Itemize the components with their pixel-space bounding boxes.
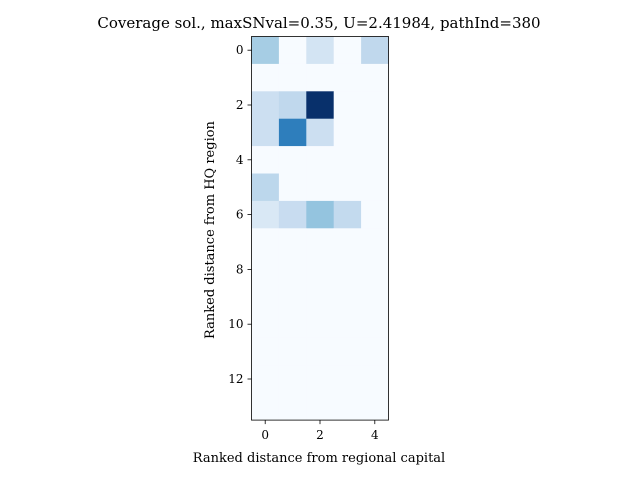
x-axis-label: Ranked distance from regional capital	[193, 451, 445, 466]
y-tick-label: 12	[228, 372, 243, 386]
heatmap-cell	[306, 392, 334, 421]
heatmap-cell	[333, 146, 362, 174]
x-tick-label: 2	[316, 428, 324, 442]
heatmap-cell	[251, 200, 280, 229]
heatmap-cell	[251, 63, 280, 92]
heatmap-cell	[306, 146, 334, 174]
heatmap-cell	[251, 283, 280, 311]
heatmap-cell	[306, 365, 334, 393]
heatmap-cell	[278, 173, 307, 202]
heatmap-cell	[333, 118, 362, 147]
heatmap-cell	[333, 392, 362, 421]
heatmap-cell	[333, 365, 362, 393]
heatmap-cell	[361, 255, 389, 284]
chart-title: Coverage sol., maxSNval=0.35, U=2.41984,…	[97, 14, 540, 32]
heatmap-cell	[306, 118, 334, 147]
heatmap-cell	[306, 283, 334, 311]
x-tick-label: 0	[261, 428, 269, 442]
heatmap-cell	[333, 310, 362, 339]
heatmap-cell	[361, 146, 389, 174]
heatmap-cell	[251, 36, 280, 65]
heatmap-cell	[333, 63, 362, 92]
heatmap-cell	[251, 146, 280, 174]
heatmap-cell	[361, 173, 389, 202]
heatmap-cell	[361, 228, 389, 256]
heatmap-cell	[361, 36, 389, 65]
heatmap-cell	[278, 392, 307, 421]
heatmap-cell	[278, 310, 307, 339]
heatmap-cell	[361, 337, 389, 366]
heatmap-cell	[306, 310, 334, 339]
y-tick-label: 8	[236, 262, 244, 276]
heatmap-cell	[306, 91, 334, 119]
heatmap-cell	[278, 146, 307, 174]
heatmap-cell	[251, 392, 280, 421]
heatmap-cell	[251, 228, 280, 256]
heatmap-cell	[361, 392, 389, 421]
heatmap-cell	[361, 365, 389, 393]
heatmap-cell	[333, 337, 362, 366]
y-axis-ticks: 0 2 4 6 8 10 12	[228, 43, 252, 386]
x-tick-label: 4	[371, 428, 379, 442]
heatmap-cell	[278, 337, 307, 366]
heatmap-cell	[251, 255, 280, 284]
heatmap-cell	[306, 255, 334, 284]
heatmap-cell	[361, 310, 389, 339]
heatmap-cells	[251, 36, 389, 421]
heatmap-cell	[251, 118, 280, 147]
heatmap-cell	[361, 118, 389, 147]
heatmap-cell	[251, 337, 280, 366]
heatmap-cell	[361, 91, 389, 119]
heatmap-cell	[251, 365, 280, 393]
y-tick-label: 2	[236, 98, 244, 112]
heatmap-cell	[278, 200, 307, 229]
heatmap-cell	[306, 200, 334, 229]
heatmap-cell	[361, 63, 389, 92]
heatmap-cell	[251, 173, 280, 202]
heatmap-cell	[278, 228, 307, 256]
heatmap-cell	[306, 337, 334, 366]
heatmap-cell	[251, 91, 280, 119]
heatmap-cell	[333, 173, 362, 202]
y-tick-label: 4	[236, 153, 244, 167]
y-tick-label: 0	[236, 43, 244, 57]
heatmap-cell	[306, 36, 334, 65]
heatmap-cell	[333, 283, 362, 311]
y-axis-label: Ranked distance from HQ region	[203, 120, 218, 338]
heatmap-cell	[333, 36, 362, 65]
heatmap-cell	[278, 365, 307, 393]
heatmap-cell	[333, 91, 362, 119]
heatmap-cell	[306, 63, 334, 92]
x-axis-ticks: 0 2 4	[261, 420, 379, 442]
heatmap-cell	[333, 255, 362, 284]
heatmap-cell	[278, 91, 307, 119]
heatmap-cell	[278, 63, 307, 92]
heatmap-cell	[306, 228, 334, 256]
heatmap-cell	[278, 255, 307, 284]
heatmap-cell	[333, 200, 362, 229]
heatmap-cell	[361, 283, 389, 311]
heatmap-cell	[278, 283, 307, 311]
heatmap-cell	[361, 200, 389, 229]
y-tick-label: 6	[236, 208, 244, 222]
heatmap-cell	[333, 228, 362, 256]
heatmap-cell	[278, 118, 307, 147]
heatmap-cell	[306, 173, 334, 202]
heatmap-cell	[251, 310, 280, 339]
y-tick-label: 10	[228, 317, 243, 331]
heatmap-cell	[278, 36, 307, 65]
